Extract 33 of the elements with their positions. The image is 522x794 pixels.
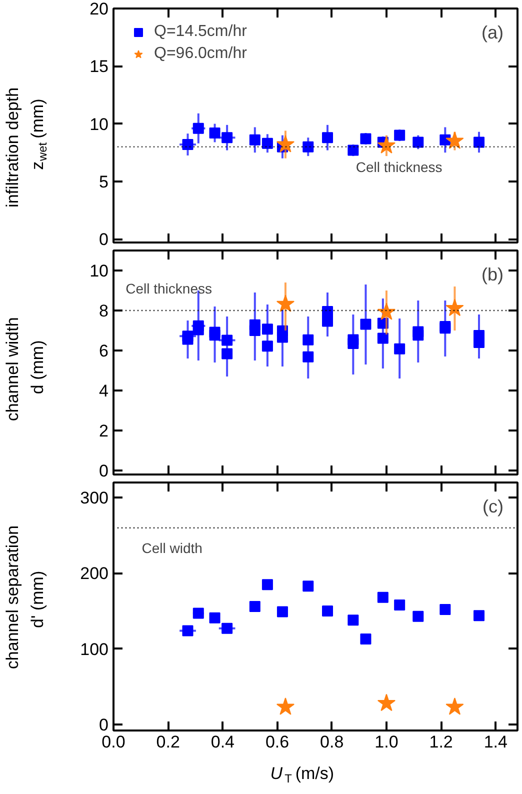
ref-line-label: Cell thickness xyxy=(356,158,442,175)
y-tick-label: 0 xyxy=(99,715,109,734)
y-tick-label: 15 xyxy=(90,57,109,76)
y-tick-label: 20 xyxy=(90,0,109,18)
annotation: (c) xyxy=(482,496,504,516)
y-tick-label: 10 xyxy=(90,114,109,134)
x-tick-label: 0.2 xyxy=(156,732,180,752)
x-tick-label: 1.4 xyxy=(484,732,508,752)
ref-line-label: Cell width xyxy=(142,540,202,556)
x-tick-label: 1.2 xyxy=(429,732,453,752)
x-tick-label: 0.8 xyxy=(320,732,344,752)
y-tick-label: 0 xyxy=(99,230,109,250)
ref-line-label: Cell thickness xyxy=(126,280,212,296)
x-tick-label: 1.0 xyxy=(374,732,398,752)
y-tick-label: 10 xyxy=(90,262,109,280)
x-tick-label: 0.4 xyxy=(210,732,235,752)
annotation: (a) xyxy=(482,22,504,42)
y-tick-label: 4 xyxy=(99,382,109,400)
legend-label: Q=96.0cm/hr xyxy=(154,45,247,63)
y-tick-label: 2 xyxy=(99,422,109,440)
x-tick-label: 0.6 xyxy=(265,732,290,752)
y-tick-label: 6 xyxy=(99,342,109,360)
legend-label: Q=14.5cm/hr xyxy=(154,23,247,41)
y-tick-label: 200 xyxy=(80,564,109,584)
y-tick-label: 300 xyxy=(80,488,109,508)
y-tick-label: 0 xyxy=(99,462,109,480)
y-tick-label: 8 xyxy=(99,302,109,320)
y-axis-title: channel width d (mm) xyxy=(3,317,47,422)
y-tick-label: 100 xyxy=(80,640,109,659)
x-tick-label: 0.0 xyxy=(102,732,126,752)
annotation: (b) xyxy=(482,264,504,284)
y-tick-label: 5 xyxy=(99,172,109,192)
y-axis-title: channel separation d' (mm) xyxy=(3,525,47,670)
